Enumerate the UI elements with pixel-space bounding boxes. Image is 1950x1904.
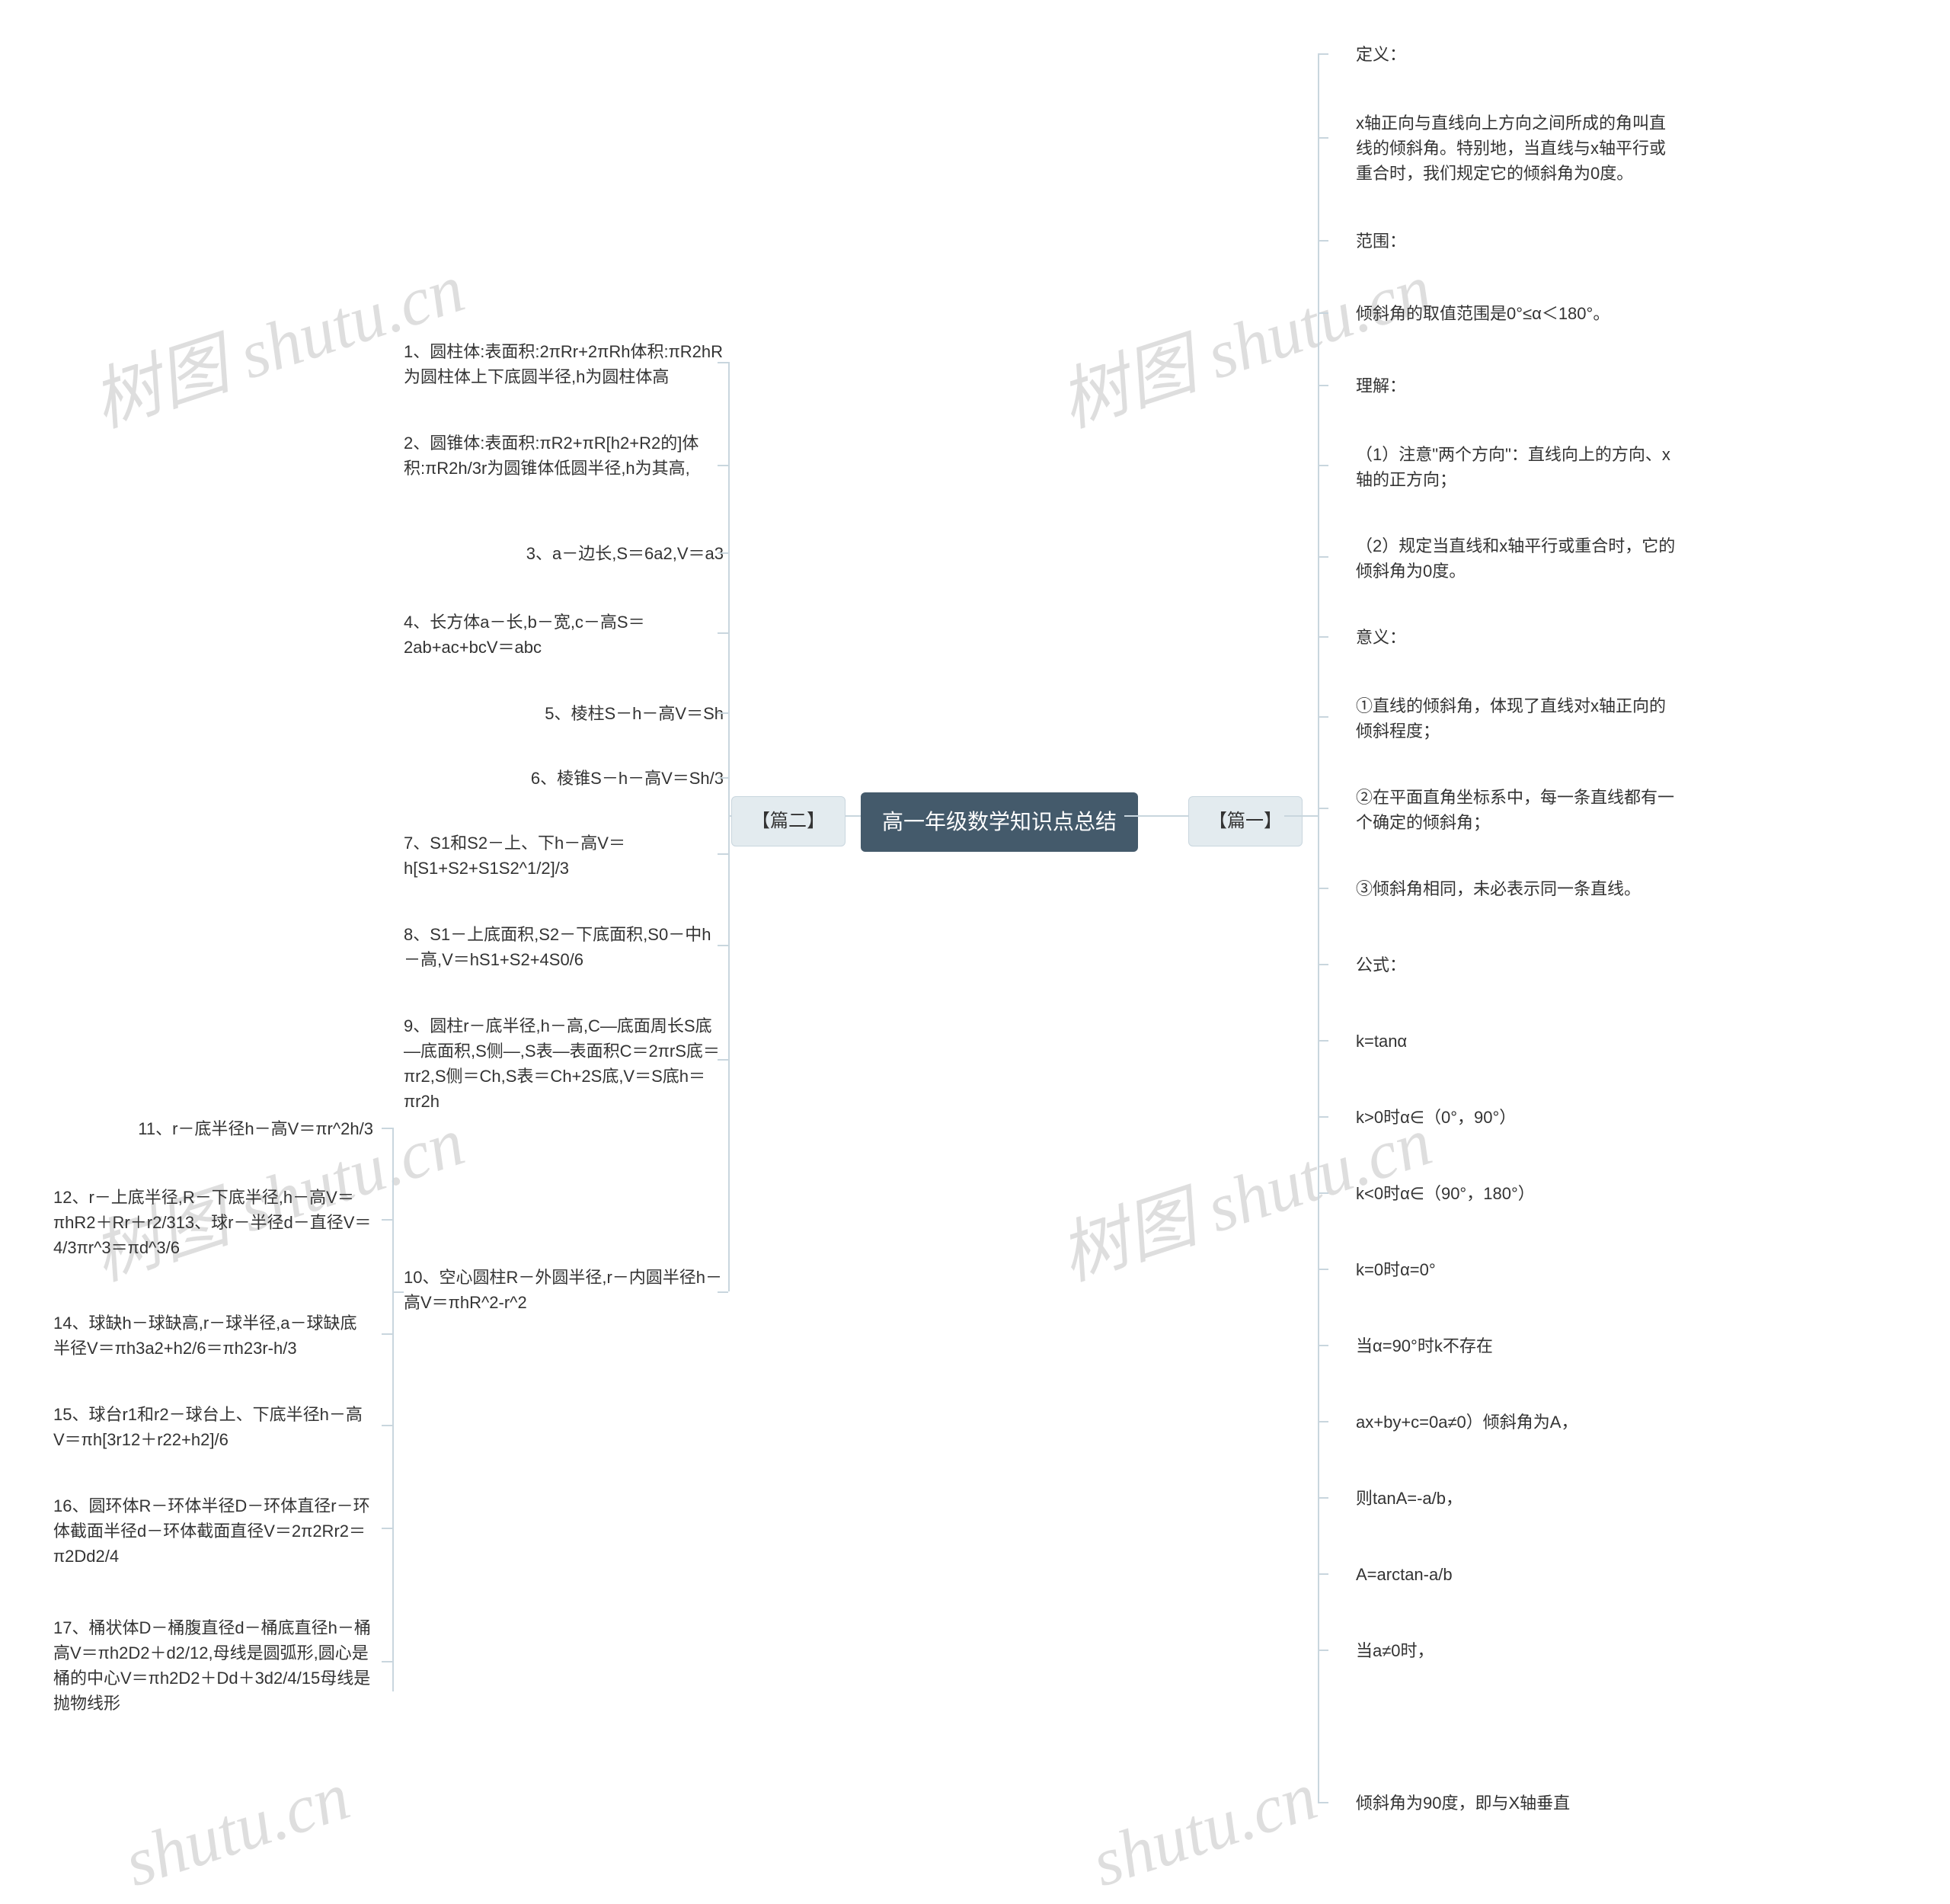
mindmap-canvas: 树图 shutu.cn 树图 shutu.cn 树图 shutu.cn 树图 s… [0, 0, 1950, 1904]
leaf-node: 倾斜角为90度，即与X轴垂直 [1356, 1790, 1570, 1816]
leaf-node: 17、桶状体D－桶腹直径d－桶底直径h－桶高V＝πh2D2＋d2/12,母线是圆… [53, 1615, 373, 1716]
leaf-node: 9、圆柱r－底半径,h－高,C—底面周长S底—底面积,S侧—,S表—表面积C＝2… [404, 1013, 724, 1114]
leaf-node: 14、球缺h－球缺高,r－球半径,a－球缺底半径V＝πh3a2+h2/6＝πh2… [53, 1310, 373, 1361]
leaf-node: （2）规定当直线和x轴平行或重合时，它的倾斜角为0度。 [1356, 533, 1676, 584]
leaf-node: k<0时α∈（90°，180°） [1356, 1181, 1535, 1206]
connector [718, 632, 728, 634]
connector [718, 945, 728, 946]
watermark: 树图 shutu.cn [1045, 232, 1441, 446]
connector [1318, 1650, 1328, 1651]
leaf-node: k=0时α=0° [1356, 1257, 1436, 1282]
connector [718, 465, 728, 466]
connector [1318, 1421, 1328, 1422]
watermark: shutu.cn [115, 1757, 359, 1902]
leaf-node: A=arctan-a/b [1356, 1562, 1453, 1587]
connector [1318, 53, 1328, 55]
connector [1318, 1269, 1328, 1270]
leaf-node: 范围： [1356, 229, 1406, 254]
connector [1318, 1573, 1328, 1575]
connector [392, 1291, 404, 1293]
leaf-node: x轴正向与直线向上方向之间所成的角叫直线的倾斜角。特别地，当直线与x轴平行或重合… [1356, 110, 1676, 186]
connector [1318, 964, 1328, 965]
connector [382, 1425, 392, 1426]
leaf-node: 3、a－边长,S＝6a2,V＝a3 [404, 541, 724, 566]
connector [1318, 1192, 1328, 1194]
connector [1318, 465, 1328, 466]
chapter-node-2[interactable]: 【篇二】 [731, 796, 846, 846]
connector [382, 1333, 392, 1335]
connector [718, 853, 728, 855]
connector [382, 1219, 392, 1221]
connector [728, 362, 730, 1291]
watermark: shutu.cn [1082, 1757, 1326, 1902]
connector [1318, 1345, 1328, 1346]
connector [718, 712, 728, 714]
leaf-node: （1）注意"两个方向"：直线向上的方向、x轴的正方向； [1356, 442, 1676, 492]
leaf-node: 公式： [1356, 952, 1406, 978]
leaf-node: ③倾斜角相同，未必表示同一条直线。 [1356, 876, 1641, 901]
leaf-node: 4、长方体a－长,b－宽,c－高S＝2ab+ac+bcV＝abc [404, 610, 724, 660]
connector [382, 1661, 392, 1662]
leaf-node: 6、棱锥S－h－高V＝Sh/3 [404, 766, 724, 791]
leaf-node: 意义： [1356, 625, 1406, 650]
connector [718, 362, 728, 363]
connector [382, 1528, 392, 1529]
leaf-node: 7、S1和S2－上、下h－高V＝h[S1+S2+S1S2^1/2]/3 [404, 830, 724, 881]
leaf-node: 15、球台r1和r2－球台上、下底半径h－高V＝πh[3r12＋r22+h2]/… [53, 1402, 373, 1452]
connector [1318, 808, 1328, 809]
connector [1318, 1497, 1328, 1499]
connector [1284, 815, 1318, 817]
leaf-node: 8、S1－上底面积,S2－下底面积,S0－中h－高,V＝hS1+S2+4S0/6 [404, 922, 724, 972]
connector [1318, 240, 1328, 242]
leaf-node: ①直线的倾斜角，体现了直线对x轴正向的倾斜程度； [1356, 693, 1676, 744]
leaf-node: 理解： [1356, 373, 1406, 398]
connector [1318, 385, 1328, 386]
connector [718, 1059, 728, 1061]
connector [1124, 815, 1188, 817]
leaf-node: k=tanα [1356, 1029, 1407, 1054]
connector [718, 1291, 728, 1293]
leaf-node: 当a≠0时， [1356, 1638, 1434, 1663]
connector [1318, 716, 1328, 718]
connector [718, 777, 728, 779]
leaf-node: 2、圆锥体:表面积:πR2+πR[h2+R2的]体积:πR2h/3r为圆锥体低圆… [404, 430, 724, 481]
leaf-node: 5、棱柱S－h－高V＝Sh [404, 701, 724, 726]
leaf-node: 当α=90°时k不存在 [1356, 1333, 1493, 1358]
connector [1318, 53, 1319, 1802]
connector [718, 552, 728, 554]
leaf-node: 12、r－上底半径,R－下底半径,h－高V＝πhR2＋Rr＋r2/313、球r－… [53, 1185, 373, 1260]
leaf-node: ax+by+c=0a≠0）倾斜角为A， [1356, 1410, 1578, 1435]
chapter-node-1[interactable]: 【篇一】 [1188, 796, 1303, 846]
connector [1318, 888, 1328, 889]
connector [1318, 1802, 1328, 1803]
leaf-node: ②在平面直角坐标系中，每一条直线都有一个确定的倾斜角； [1356, 785, 1676, 835]
leaf-node: 16、圆环体R－环体半径D－环体直径r－环体截面半径d－环体截面直径V＝2π2R… [53, 1493, 373, 1569]
connector [1318, 556, 1328, 558]
connector [1318, 312, 1328, 314]
connector [1318, 1116, 1328, 1118]
root-node[interactable]: 高一年级数学知识点总结 [861, 792, 1138, 852]
connector [1318, 137, 1328, 139]
connector [382, 1128, 392, 1129]
connector [392, 1128, 394, 1691]
leaf-node: 则tanA=-a/b， [1356, 1486, 1462, 1511]
connector [1318, 636, 1328, 638]
leaf-node: 1、圆柱体:表面积:2πRr+2πRh体积:πR2hR为圆柱体上下底圆半径,h为… [404, 339, 724, 389]
leaf-node: 倾斜角的取值范围是0°≤α＜180°。 [1356, 301, 1610, 326]
leaf-node: 11、r－底半径h－高V＝πr^2h/3 [53, 1116, 373, 1141]
leaf-node: 10、空心圆柱R－外圆半径,r－内圆半径h－高V＝πhR^2-r^2 [404, 1265, 724, 1315]
leaf-node: 定义： [1356, 42, 1406, 67]
connector [1318, 1040, 1328, 1042]
leaf-node: k>0时α∈（0°，90°） [1356, 1105, 1516, 1130]
